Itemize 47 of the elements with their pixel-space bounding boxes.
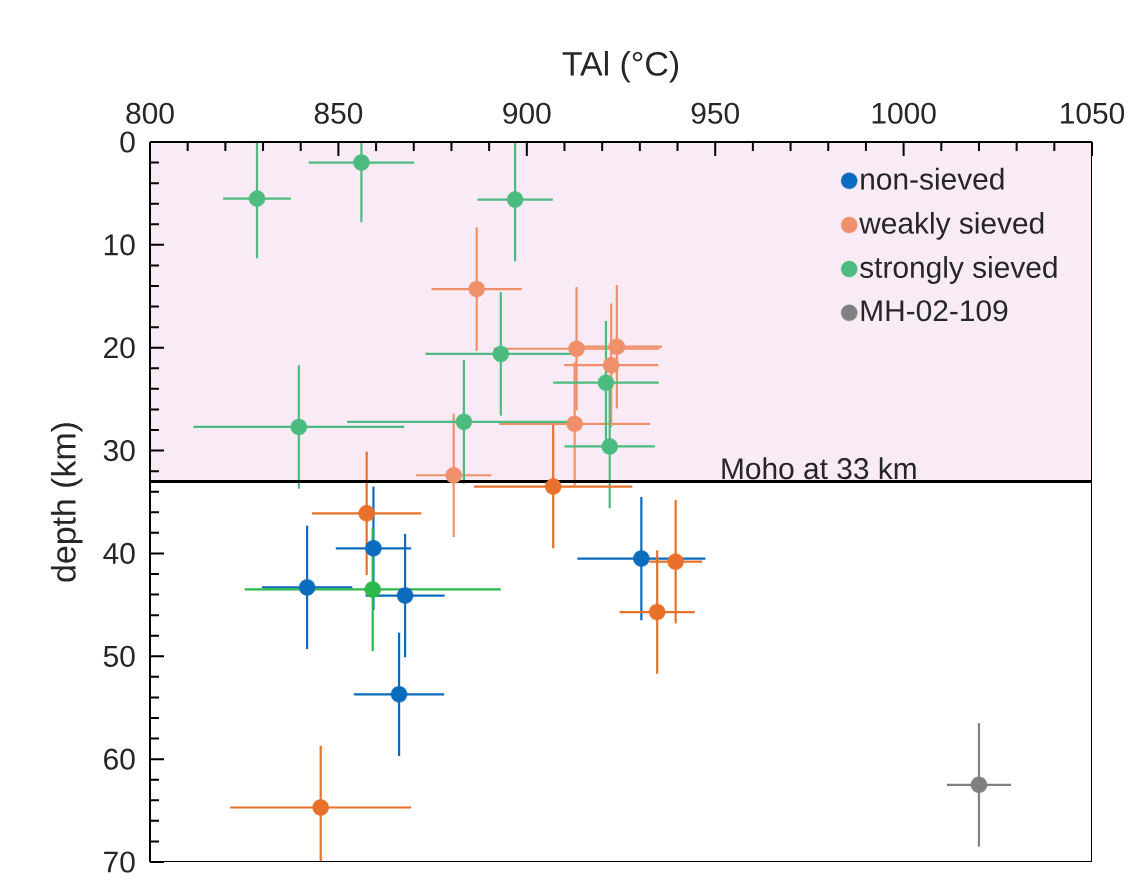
point — [633, 550, 650, 567]
y-tick-label: 0 — [120, 131, 135, 153]
legend-label: strongly sieved — [860, 256, 1057, 284]
point — [312, 799, 329, 816]
y-tick-label: 40 — [103, 542, 135, 565]
point — [648, 603, 666, 621]
y-tick-label: 50 — [103, 645, 135, 667]
point — [396, 587, 414, 604]
y-axis-title: depth (km) — [50, 423, 83, 582]
point — [667, 553, 684, 570]
point — [298, 579, 316, 596]
x-tick-label: 950 — [691, 102, 739, 124]
point — [970, 776, 988, 794]
point — [544, 478, 562, 495]
legend-label: weakly sieved — [859, 211, 1044, 240]
point — [597, 374, 615, 391]
x-tick-label: 850 — [314, 102, 363, 124]
point — [566, 415, 583, 433]
point — [455, 413, 473, 431]
y-tick-label: 10 — [104, 234, 135, 256]
point — [608, 338, 626, 355]
point — [602, 356, 620, 374]
point — [364, 581, 381, 598]
point — [365, 540, 382, 557]
point — [390, 686, 408, 703]
point — [248, 190, 266, 207]
point — [445, 467, 462, 484]
x-tick-label: 800 — [126, 102, 174, 124]
point — [568, 340, 585, 357]
x-tick-label: 1000 — [872, 102, 936, 124]
point — [358, 505, 375, 522]
x-axis-title: TAl (°C) — [562, 51, 679, 83]
point — [506, 191, 524, 208]
x-tick-label: 1050 — [1061, 102, 1125, 124]
point — [468, 280, 485, 298]
y-tick-label: 60 — [104, 748, 135, 770]
point — [290, 418, 308, 436]
y-tick-label: 30 — [103, 439, 135, 462]
legend-label: MH-02-109 — [861, 300, 1008, 322]
point — [353, 154, 370, 171]
legend-label: non-sieved — [861, 167, 1004, 190]
y-tick-label: 70 — [104, 851, 135, 873]
ref-line-label: Moho at 33 km — [722, 457, 916, 480]
x-tick-label: 900 — [503, 102, 551, 124]
point — [601, 438, 618, 455]
y-tick-label: 20 — [104, 337, 135, 359]
point — [492, 345, 510, 363]
